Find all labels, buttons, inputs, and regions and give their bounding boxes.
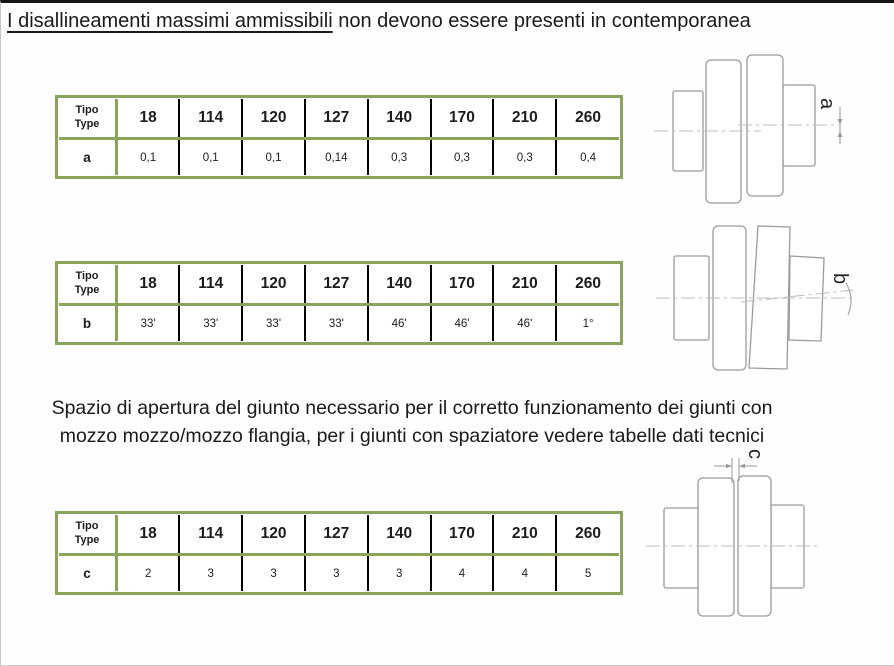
- type-header-cell: Tipo Type: [59, 265, 118, 306]
- dimension-arrow-left: [739, 463, 745, 469]
- table-a-header-row: Tipo Type 18 114 120 127 140 170 210 260: [59, 99, 619, 140]
- row-label: a: [59, 138, 118, 175]
- table-misalignment-a: Tipo Type 18 114 120 127 140 170 210 260 …: [55, 95, 623, 179]
- type-col: 210: [492, 515, 557, 556]
- value-cell: 0,4: [555, 138, 619, 175]
- value-cell: 0,14: [303, 138, 368, 175]
- type-col: 18: [116, 515, 180, 556]
- type-label: Type: [74, 284, 100, 296]
- table-a-data-row: a 0,1 0,1 0,1 0,14 0,3 0,3 0,3 0,4: [59, 138, 619, 175]
- type-col: 260: [555, 515, 619, 556]
- coupling-diagram-angular-misalignment: b: [656, 225, 856, 371]
- value-cell: 5: [555, 554, 619, 591]
- type-col: 140: [366, 515, 431, 556]
- table-b-data-row: b 33' 33' 33' 33' 46' 46' 46' 1°: [59, 304, 619, 341]
- value-cell: 3: [366, 554, 431, 591]
- left-flange-shape: [697, 477, 735, 617]
- row-label: b: [59, 304, 118, 341]
- angle-arc: [845, 282, 852, 316]
- table-gap-c: Tipo Type 18 114 120 127 140 170 210 260 …: [55, 511, 623, 595]
- type-label: Type: [74, 534, 100, 546]
- type-col: 170: [429, 265, 494, 306]
- value-cell: 4: [429, 554, 494, 591]
- tipo-label: Tipo: [75, 520, 99, 533]
- note-paragraph: Spazio di apertura del giunto necessario…: [1, 394, 823, 451]
- type-col: 18: [116, 265, 180, 306]
- value-cell: 33': [178, 304, 243, 341]
- type-header-cell: Tipo Type: [59, 515, 118, 556]
- type-col: 140: [366, 99, 431, 140]
- value-cell: 0,1: [241, 138, 305, 175]
- table-misalignment-b: Tipo Type 18 114 120 127 140 170 210 260 …: [55, 261, 623, 345]
- note-line-1: Spazio di apertura del giunto necessario…: [51, 397, 773, 419]
- note-line-2: mozzo mozzo/mozzo flangia, per i giunti …: [59, 425, 765, 448]
- type-col: 114: [178, 265, 243, 306]
- title-underlined-text: I disallineamenti massimi ammissibili: [7, 10, 333, 32]
- tipo-label: Tipo: [75, 270, 99, 283]
- value-cell: 3: [303, 554, 368, 591]
- type-col: 120: [241, 99, 305, 140]
- type-label: Type: [74, 118, 100, 130]
- title-rest-text: non devono essere presenti in contempora…: [332, 10, 751, 32]
- left-shaft-shape: [663, 507, 700, 589]
- value-cell: 4: [492, 554, 557, 591]
- coupling-diagram-parallel-misalignment: a: [654, 54, 843, 204]
- diagram-label-b: b: [829, 273, 851, 284]
- type-col: 114: [178, 99, 243, 140]
- dimension-arrow-right: [726, 463, 732, 469]
- type-col: 114: [178, 515, 243, 556]
- type-col: 120: [241, 265, 305, 306]
- dimension-arrow-up: [837, 119, 843, 125]
- table-c-data-row: c 2 3 3 3 3 4 4 5: [59, 554, 619, 591]
- type-col: 18: [116, 99, 180, 140]
- type-col: 127: [303, 515, 368, 556]
- diagram-label-a: a: [816, 98, 838, 110]
- type-col: 120: [241, 515, 305, 556]
- value-cell: 0,1: [178, 138, 243, 175]
- value-cell: 46': [429, 304, 494, 341]
- type-col: 210: [492, 265, 557, 306]
- value-cell: 1°: [555, 304, 619, 341]
- value-cell: 0,3: [429, 138, 494, 175]
- value-cell: 33': [140, 317, 156, 330]
- value-cell: 0,3: [492, 138, 557, 175]
- type-col: 210: [492, 99, 557, 140]
- value-cell: 0,1: [140, 151, 157, 164]
- type-col: 170: [429, 515, 494, 556]
- value-cell: 3: [178, 554, 243, 591]
- row-label: c: [59, 554, 118, 591]
- value-cell: 33': [241, 304, 305, 341]
- value-cell: 46': [492, 304, 557, 341]
- tipo-label: Tipo: [75, 104, 99, 117]
- value-cell: 2: [144, 567, 152, 580]
- type-col: 127: [303, 99, 368, 140]
- diagram-label-c: c: [744, 449, 766, 459]
- value-cell: 0,3: [366, 138, 431, 175]
- type-header-cell: Tipo Type: [59, 99, 118, 140]
- page-title: I disallineamenti massimi ammissibili no…: [7, 10, 751, 33]
- value-cell: 33': [303, 304, 368, 341]
- type-col: 260: [555, 99, 619, 140]
- type-col: 260: [555, 265, 619, 306]
- value-cell: 3: [241, 554, 305, 591]
- tilted-centerline: [740, 289, 854, 303]
- type-col: 140: [366, 265, 431, 306]
- type-col: 127: [303, 265, 368, 306]
- value-cell: 46': [366, 304, 431, 341]
- dimension-arrow-down: [837, 131, 843, 137]
- table-c-header-row: Tipo Type 18 114 120 127 140 170 210 260: [59, 515, 619, 556]
- type-col: 170: [429, 99, 494, 140]
- coupling-diagram-axial-gap: c: [646, 449, 821, 617]
- table-b-header-row: Tipo Type 18 114 120 127 140 170 210 260: [59, 265, 619, 306]
